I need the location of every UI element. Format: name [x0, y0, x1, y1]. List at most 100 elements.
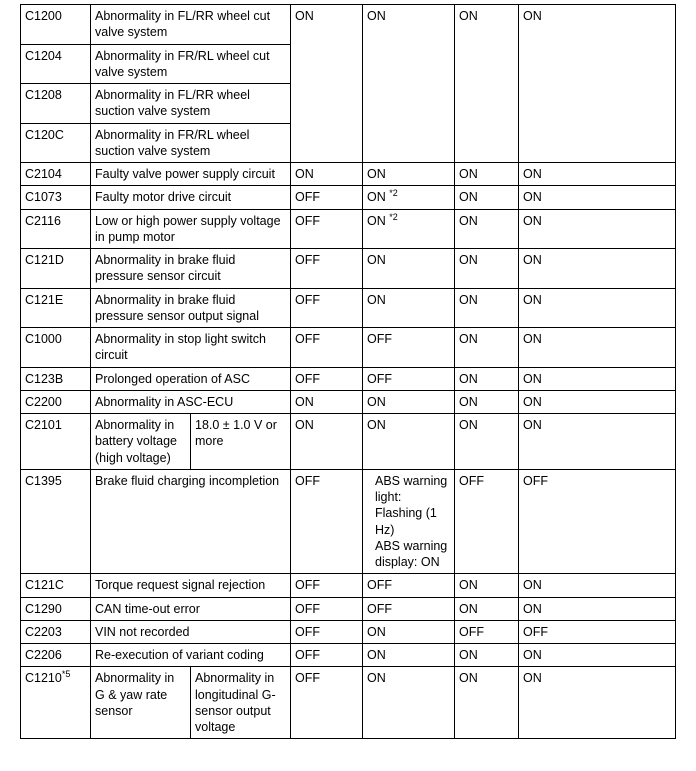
c2-cell: ON — [363, 620, 455, 643]
code-cell: C1290 — [21, 597, 91, 620]
code-cell: C2116 — [21, 209, 91, 249]
c1-text: OFF — [295, 253, 320, 267]
c2-cell: ON — [363, 288, 455, 328]
code-text: C121D — [25, 253, 64, 267]
c2-cell: ON — [363, 163, 455, 186]
c4-text: ON — [523, 418, 542, 432]
desc-cell-a: Abnormality in G & yaw rate sensor — [91, 667, 191, 739]
c2-text: ON — [367, 418, 386, 432]
c1-text: OFF — [295, 214, 320, 228]
table-row: C2203VIN not recordedOFFONOFFOFF — [21, 620, 676, 643]
table-row: C1000 Abnormality in stop light switch ci… — [21, 328, 676, 368]
c3-text: OFF — [459, 474, 484, 488]
desc-cell: Abnormality in stop light switch circuit — [91, 328, 291, 368]
c2-sup: *2 — [389, 211, 398, 221]
c2-cell: ON — [363, 667, 455, 739]
c1-text: OFF — [295, 625, 320, 639]
c4-cell: ON — [519, 414, 676, 470]
c1-cell: OFF — [291, 667, 363, 739]
c3-text: ON — [459, 332, 478, 346]
desc-cell: Low or high power supply voltage in pump… — [91, 209, 291, 249]
desc-text: Brake fluid charging incompletion — [95, 474, 279, 488]
c1-cell: ON — [291, 5, 363, 163]
c4-cell: ON — [519, 597, 676, 620]
code-text: C1395 — [25, 474, 62, 488]
c4-text: ON — [523, 167, 542, 181]
table-row: C1210*5Abnormality in G & yaw rate senso… — [21, 667, 676, 739]
c4-text: ON — [523, 293, 542, 307]
c4-text: ON — [523, 214, 542, 228]
c2-text: ON — [367, 214, 389, 228]
c1-cell: OFF — [291, 367, 363, 390]
c3-cell: ON — [455, 328, 519, 368]
c2-text: ON — [367, 253, 386, 267]
c4-cell: ON — [519, 249, 676, 289]
c3-text: ON — [459, 372, 478, 386]
table-row: C2200Abnormality in ASC-ECUONONONON — [21, 390, 676, 413]
code-cell: C1000 — [21, 328, 91, 368]
table-row: C121EAbnormality in brake fluid pressure… — [21, 288, 676, 328]
c2-cell: ON — [363, 249, 455, 289]
table-row: C1200Abnormality in FL/RR wheel cut valv… — [21, 5, 676, 45]
table-row: C1290CAN time-out errorOFFOFFONON — [21, 597, 676, 620]
c1-text: OFF — [295, 474, 320, 488]
code-cell: C121E — [21, 288, 91, 328]
desc-cell: Abnormality in FL/RR wheel suction valve… — [91, 84, 291, 124]
c4-text: ON — [523, 648, 542, 662]
c3-cell: OFF — [455, 469, 519, 574]
c2-text: ON — [367, 9, 386, 23]
c4-cell: OFF — [519, 620, 676, 643]
table-row: C2101Abnormality in battery voltage (hig… — [21, 414, 676, 470]
c3-cell: ON — [455, 209, 519, 249]
c4-text: ON — [523, 9, 542, 23]
desc-text: Re-execution of variant coding — [95, 648, 264, 662]
code-text: C1000 — [25, 332, 62, 346]
c2-text: OFF — [367, 372, 392, 386]
code-text: C2101 — [25, 418, 62, 432]
c3-text: ON — [459, 167, 478, 181]
desc-text: Torque request signal rejection — [95, 578, 265, 592]
table-row: C121DAbnormality in brake fluid pressure… — [21, 249, 676, 289]
code-text: C121C — [25, 578, 64, 592]
c4-cell: ON — [519, 574, 676, 597]
desc-text: Faulty motor drive circuit — [95, 190, 231, 204]
c2-cell: ON *2 — [363, 186, 455, 209]
c4-text: OFF — [523, 474, 548, 488]
code-text: C2206 — [25, 648, 62, 662]
c4-cell: ON — [519, 5, 676, 163]
desc-cell-b: Abnormality in longitudinal G-sensor out… — [191, 667, 291, 739]
c2-cell: ON *2 — [363, 209, 455, 249]
c1-cell: ON — [291, 163, 363, 186]
c3-text: ON — [459, 418, 478, 432]
c3-text: ON — [459, 578, 478, 592]
code-cell: C121C — [21, 574, 91, 597]
desc-cell: CAN time-out error — [91, 597, 291, 620]
desc-text: Abnormality in FL/RR wheel suction valve… — [95, 88, 250, 118]
c1-cell: OFF — [291, 186, 363, 209]
desc-cell: Abnormality in FR/RL wheel suction valve… — [91, 123, 291, 163]
c1-text: OFF — [295, 332, 320, 346]
desc-text: Abnormality in longitudinal G-sensor out… — [195, 671, 276, 734]
desc-text: Prolonged operation of ASC — [95, 372, 250, 386]
code-text: C1208 — [25, 88, 62, 102]
table-row: C2206Re-execution of variant codingOFFON… — [21, 644, 676, 667]
code-cell: C2206 — [21, 644, 91, 667]
c1-cell: OFF — [291, 209, 363, 249]
c3-text: ON — [459, 253, 478, 267]
desc-cell: Faulty valve power supply circuit — [91, 163, 291, 186]
c2-cell: OFF — [363, 328, 455, 368]
code-cell: C1208 — [21, 84, 91, 124]
c3-cell: ON — [455, 186, 519, 209]
desc-text: Abnormality in G & yaw rate sensor — [95, 671, 174, 718]
desc-text: Abnormality in FR/RL wheel suction valve… — [95, 128, 249, 158]
c4-text: ON — [523, 190, 542, 204]
c1-cell: OFF — [291, 574, 363, 597]
code-text: C1204 — [25, 49, 62, 63]
c2-text: OFF — [367, 578, 392, 592]
code-text: C123B — [25, 372, 63, 386]
code-cell: C1395 — [21, 469, 91, 574]
c4-cell: ON — [519, 328, 676, 368]
c3-cell: ON — [455, 390, 519, 413]
c4-text: ON — [523, 602, 542, 616]
c4-text: ON — [523, 578, 542, 592]
